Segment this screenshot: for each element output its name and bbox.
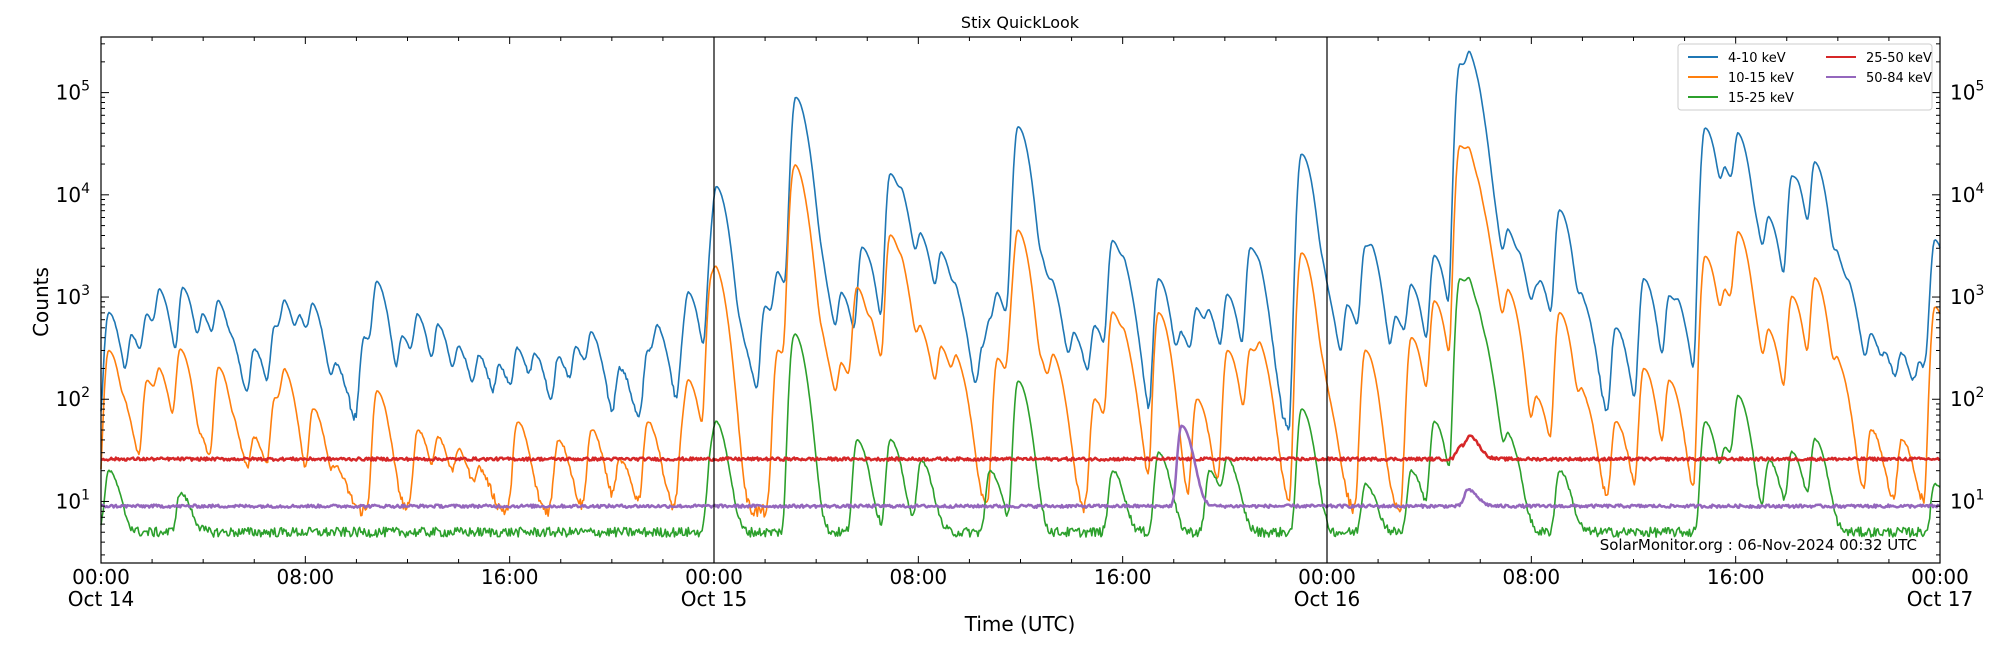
x-tick-label: 00:00: [72, 565, 130, 589]
legend-label: 25-50 keV: [1866, 51, 1932, 66]
chart-title: Stix QuickLook: [961, 13, 1080, 32]
series-line-5: [100, 424, 1941, 509]
x-tick-label: 00:00: [685, 565, 743, 589]
series-line-1: [100, 50, 1941, 431]
y-tick-label: 102: [56, 385, 90, 411]
y-axis-label: Counts: [29, 267, 53, 337]
y-tick-label-right: 105: [1950, 79, 1984, 105]
legend-label: 50-84 keV: [1866, 71, 1932, 86]
y-tick-label-right: 104: [1950, 181, 1984, 207]
x-axis-label: Time (UTC): [964, 612, 1076, 636]
series-line-3: [100, 276, 1941, 538]
series-line-2: [100, 145, 1941, 518]
credit-text: SolarMonitor.org : 06-Nov-2024 00:32 UTC: [1600, 536, 1917, 554]
y-tick-label-right: 102: [1950, 385, 1984, 411]
legend-label: 4-10 keV: [1728, 51, 1786, 66]
plot-frame: [100, 36, 1941, 564]
x-tick-label: 16:00: [1094, 565, 1152, 589]
x-tick-label: 08:00: [890, 565, 948, 589]
y-tick-label: 101: [56, 487, 90, 513]
y-tick-label-right: 101: [1950, 487, 1984, 513]
y-tick-label: 105: [56, 79, 90, 105]
x-day-label: Oct 15: [681, 587, 747, 611]
x-day-label: Oct 14: [68, 587, 134, 611]
y-tick-label: 104: [56, 181, 90, 207]
legend-box: [1677, 43, 1933, 111]
x-tick-label: 00:00: [1911, 565, 1969, 589]
y-tick-label: 103: [56, 283, 90, 309]
legend-label: 15-25 keV: [1728, 91, 1794, 106]
x-day-label: Oct 17: [1907, 587, 1973, 611]
x-tick-label: 00:00: [1298, 565, 1356, 589]
legend: 4-10 keV 10-15 keV 15-25 keV 25-50 keV 50-84…: [1677, 43, 1933, 111]
y-tick-label-right: 103: [1950, 283, 1984, 309]
x-tick-label: 08:00: [277, 565, 335, 589]
x-tick-label: 16:00: [481, 565, 539, 589]
x-tick-label: 08:00: [1503, 565, 1561, 589]
series-line-4: [100, 434, 1941, 462]
x-tick-label: 16:00: [1707, 565, 1765, 589]
series-layer: [100, 50, 1941, 538]
x-day-label: Oct 16: [1294, 587, 1360, 611]
legend-label: 10-15 keV: [1728, 71, 1794, 86]
